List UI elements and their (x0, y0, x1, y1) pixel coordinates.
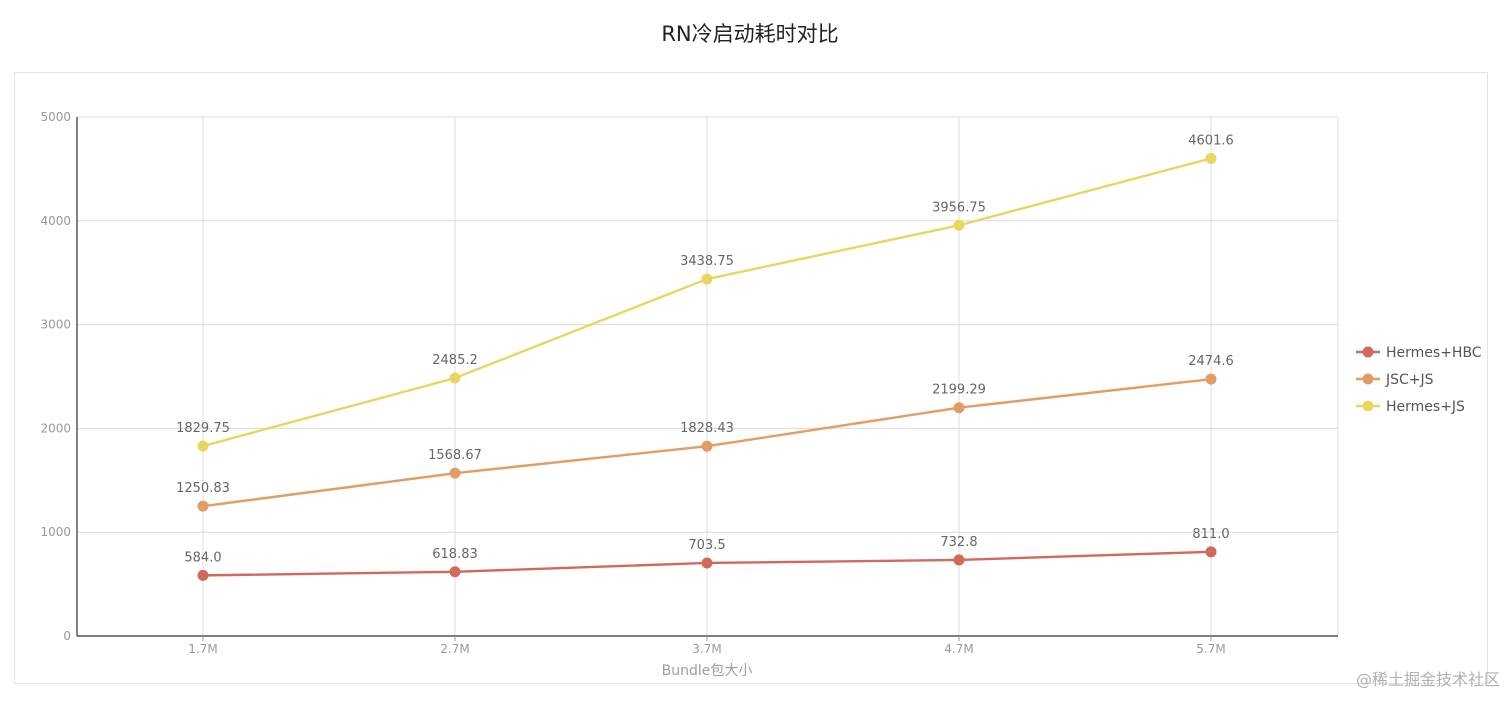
data-label: 1829.75 (176, 421, 230, 436)
legend-label: JSC+JS (1385, 372, 1434, 388)
data-point (701, 273, 713, 285)
data-point (701, 440, 713, 452)
legend-item[interactable]: Hermes+JS (1356, 399, 1465, 415)
series-layer (197, 152, 1217, 581)
watermark: @稀土掘金技术社区 (1355, 670, 1500, 689)
chart-frame (14, 72, 1488, 684)
data-label: 811.0 (1192, 527, 1229, 542)
legend-swatch-dot (1362, 400, 1374, 412)
y-tick-label: 3000 (40, 318, 71, 332)
legend-item[interactable]: Hermes+HBC (1356, 345, 1482, 361)
data-label: 3956.75 (932, 200, 986, 215)
data-label: 1828.43 (680, 421, 734, 436)
x-tick-label: 4.7M (944, 642, 973, 656)
data-label: 618.83 (432, 547, 478, 562)
chart-title: RN冷启动耗时对比 (661, 22, 839, 46)
legend: Hermes+HBC JSC+JS Hermes+JS (1356, 345, 1482, 415)
y-axis-ticks: 0 1000 2000 3000 4000 5000 (40, 110, 71, 643)
x-tick-label: 3.7M (692, 642, 721, 656)
x-axis-ticks: 1.7M 2.7M 3.7M 4.7M 5.7M (188, 636, 1226, 656)
y-tick-label: 2000 (40, 421, 71, 435)
data-label: 1568.67 (428, 448, 482, 463)
legend-label: Hermes+HBC (1386, 345, 1482, 361)
data-point (449, 566, 461, 578)
data-point (953, 554, 965, 566)
x-tick-label: 2.7M (440, 642, 469, 656)
data-label: 584.0 (184, 550, 221, 565)
y-tick-label: 4000 (40, 214, 71, 228)
data-point (449, 372, 461, 384)
data-point (449, 467, 461, 479)
legend-swatch-dot (1362, 346, 1374, 358)
data-label: 3438.75 (680, 254, 734, 269)
x-tick-label: 5.7M (1196, 642, 1225, 656)
data-label: 1250.83 (176, 481, 230, 496)
data-point (197, 569, 209, 581)
legend-item[interactable]: JSC+JS (1356, 372, 1434, 388)
data-point (953, 219, 965, 231)
legend-swatch-dot (1362, 373, 1374, 385)
data-label: 2485.2 (432, 353, 478, 368)
data-point (953, 402, 965, 414)
data-point (197, 440, 209, 452)
data-label: 732.8 (940, 535, 977, 550)
y-tick-label: 1000 (40, 525, 71, 539)
data-point (197, 500, 209, 512)
data-point (1205, 152, 1217, 164)
data-label: 2474.6 (1188, 354, 1234, 369)
x-axis-title: Bundle包大小 (662, 663, 753, 679)
data-point (1205, 373, 1217, 385)
data-label: 2199.29 (932, 383, 986, 398)
data-label: 703.5 (688, 538, 725, 553)
data-point (701, 557, 713, 569)
data-label: 4601.6 (1188, 133, 1234, 148)
y-tick-label: 5000 (40, 110, 71, 124)
data-labels: 584.0 618.83 703.5 732.8 811.0 1250.83 1568.67… (176, 133, 1234, 565)
legend-label: Hermes+JS (1386, 399, 1465, 415)
data-point (1205, 546, 1217, 558)
x-tick-label: 1.7M (188, 642, 217, 656)
y-tick-label: 0 (63, 629, 71, 643)
